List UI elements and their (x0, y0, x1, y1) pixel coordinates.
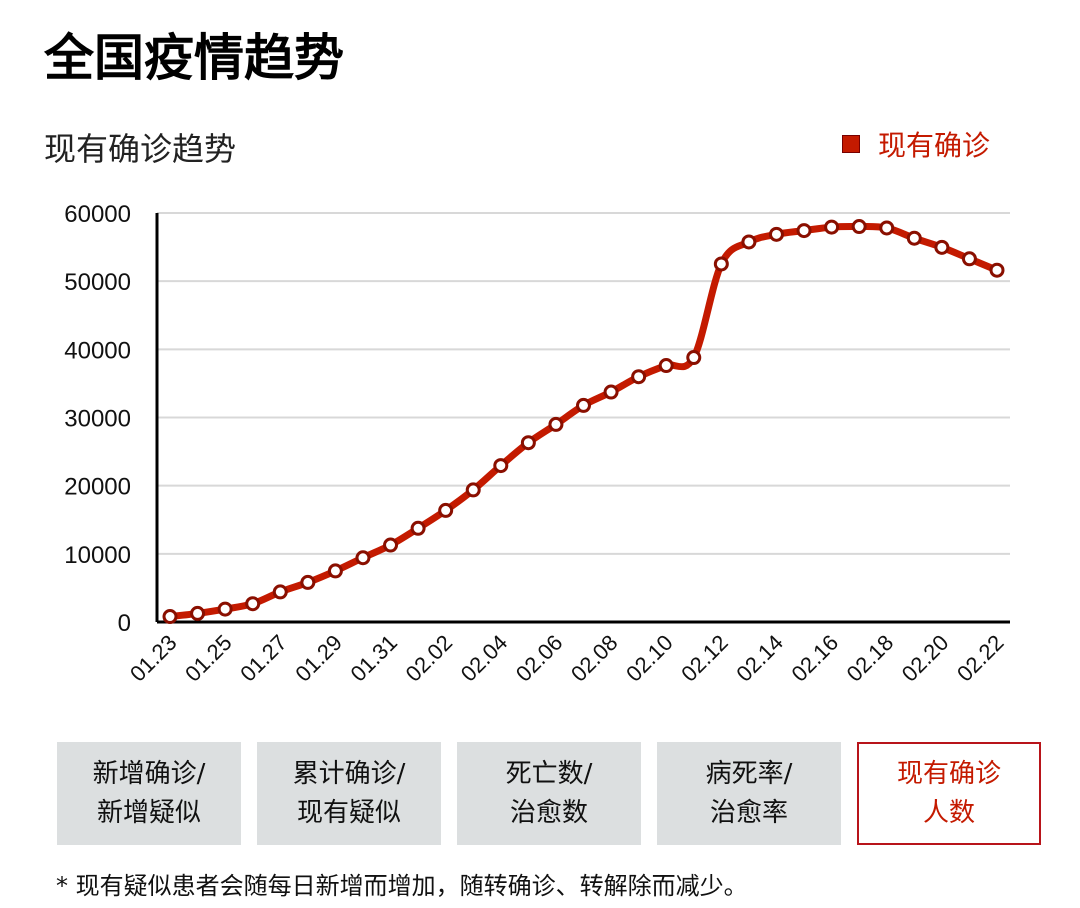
button-label: 病死率/ (705, 758, 793, 789)
data-point (768, 226, 784, 242)
x-tick-label: 02.12 (676, 630, 733, 687)
data-point (548, 416, 564, 432)
button-label: 治愈率 (709, 797, 788, 828)
data-point (355, 550, 371, 566)
data-point (851, 219, 867, 235)
series-line (169, 222, 999, 621)
x-tick-label: 01.29 (290, 630, 347, 687)
button-label: 现有确诊 (896, 758, 1001, 789)
chart-title: 现有确诊趋势 (44, 130, 237, 168)
legend-label: 现有确诊 (878, 129, 991, 162)
button-new-confirmed[interactable]: 新增确诊/新增疑似 (57, 742, 241, 845)
y-tick-label: 0 (118, 610, 131, 637)
footnote: * 现有疑似患者会随每日新增而增加，随转确诊、转解除而减少。 (56, 872, 748, 900)
button-label: 累计确诊/ (292, 758, 406, 789)
x-tick-label: 02.18 (842, 630, 899, 687)
x-tick-label: 02.16 (787, 630, 844, 687)
x-tick-label: 02.06 (511, 630, 568, 687)
data-point (190, 605, 206, 621)
x-tick-label: 02.02 (401, 630, 458, 687)
x-tick-label: 01.31 (345, 630, 402, 687)
data-point (217, 601, 233, 617)
data-point (162, 609, 178, 625)
data-point (493, 458, 509, 474)
data-point (520, 435, 536, 451)
button-existing-confirmed[interactable]: 现有确诊 人数 (857, 742, 1041, 845)
y-tick-label: 30000 (64, 406, 131, 433)
data-point (879, 220, 895, 236)
page-title: 全国疫情趋势 (44, 29, 344, 87)
legend: 现有确诊 (842, 124, 990, 164)
button-label: 死亡数/ (505, 758, 593, 789)
data-point (741, 234, 757, 250)
data-point (576, 397, 591, 413)
data-point (713, 256, 729, 272)
line-chart: 010000200003000040000500006000001.2301.2… (64, 201, 1010, 687)
data-point (961, 251, 977, 267)
data-point (245, 596, 261, 612)
button-cumulative-confirmed[interactable]: 累计确诊/现有疑似 (257, 742, 441, 845)
x-tick-label: 02.04 (456, 630, 513, 687)
button-label: 治愈数 (509, 797, 588, 828)
data-point (631, 369, 647, 385)
button-label: 人数 (922, 797, 975, 828)
data-point (989, 262, 1005, 278)
x-tick-label: 02.20 (897, 630, 954, 687)
button-deaths-cured[interactable]: 死亡数/治愈数 (457, 742, 641, 845)
data-point (906, 230, 922, 246)
data-point (934, 239, 950, 255)
x-tick-label: 02.08 (566, 630, 623, 687)
y-tick-label: 50000 (64, 269, 131, 296)
x-tick-label: 02.22 (952, 630, 1009, 687)
button-fatality-cure-rate[interactable]: 病死率/治愈率 (657, 742, 841, 845)
y-tick-label: 20000 (64, 474, 131, 501)
data-point (383, 537, 399, 553)
x-tick-label: 02.10 (621, 630, 678, 687)
x-tick-label: 01.25 (180, 630, 237, 687)
data-point (686, 350, 702, 366)
data-point (300, 574, 316, 590)
y-tick-label: 10000 (64, 542, 131, 569)
data-point (603, 384, 619, 400)
legend-swatch (842, 135, 860, 153)
data-point (410, 520, 426, 536)
data-point (327, 563, 343, 579)
data-point (796, 223, 812, 239)
y-tick-label: 40000 (64, 337, 131, 364)
y-tick-label: 60000 (64, 201, 131, 228)
data-point (658, 358, 674, 374)
button-label: 新增确诊/ (92, 758, 206, 789)
button-label: 新增疑似 (96, 797, 201, 828)
data-point (465, 482, 481, 498)
data-point (272, 584, 288, 600)
x-tick-label: 01.23 (125, 630, 182, 687)
x-tick-label: 02.14 (731, 630, 788, 687)
x-tick-label: 01.27 (235, 630, 292, 687)
data-point (824, 219, 840, 235)
data-point (438, 502, 454, 518)
button-label: 现有疑似 (296, 797, 401, 828)
